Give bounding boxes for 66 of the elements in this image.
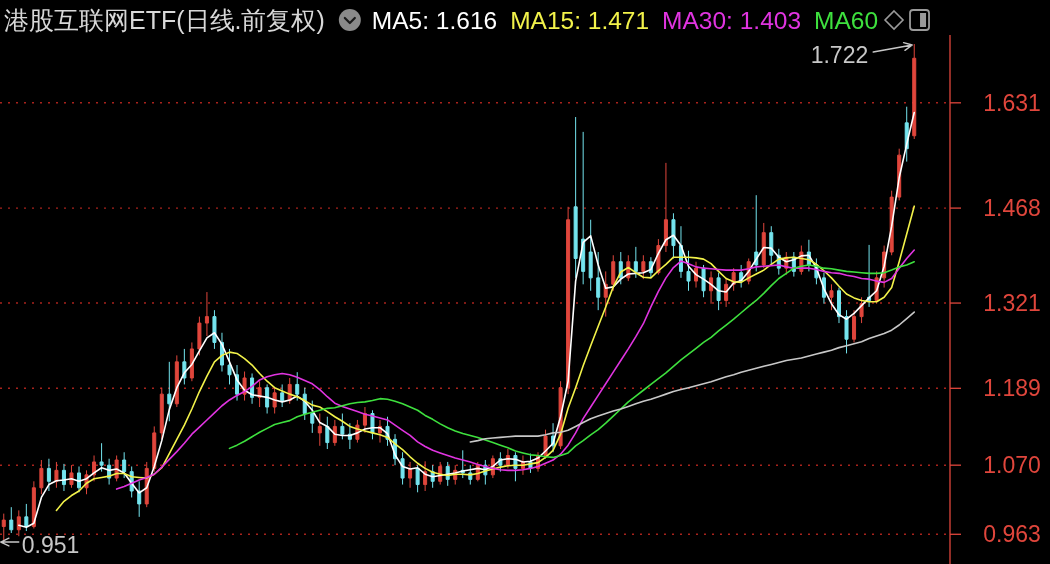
candlestick	[566, 206, 571, 395]
candlestick	[99, 442, 104, 473]
candlestick	[272, 387, 277, 414]
y-tick-label: 1.468	[983, 195, 1041, 222]
candlestick	[122, 451, 127, 479]
candlestick	[340, 413, 345, 440]
y-tick-label: 1.189	[983, 375, 1041, 402]
candlestick	[663, 162, 668, 253]
candlestick	[227, 348, 232, 385]
candlestick	[310, 400, 315, 434]
candlestick	[581, 131, 586, 285]
candlestick	[9, 506, 14, 534]
candlestick	[573, 116, 578, 279]
candlestick	[317, 413, 322, 447]
candlestick	[829, 283, 834, 311]
candlestick	[39, 459, 44, 495]
candlestick	[332, 419, 337, 447]
candlestick	[174, 354, 179, 408]
candlestick	[189, 341, 194, 382]
candlestick	[671, 212, 676, 259]
candlestick	[844, 309, 849, 354]
annotation: 0.951	[21, 532, 80, 559]
candlestick	[633, 246, 638, 279]
y-tick-label: 0.963	[983, 521, 1041, 548]
y-tick-label: 1.070	[983, 452, 1041, 479]
y-tick-label: 1.321	[983, 290, 1041, 317]
candlestick	[415, 464, 420, 493]
candlestick	[1, 513, 6, 543]
line-series	[18, 111, 916, 528]
candlestick	[596, 251, 601, 311]
chart-title: 港股互联网ETF(日线.前复权)	[4, 6, 325, 34]
candlestick	[280, 383, 285, 408]
candlestick	[543, 429, 548, 460]
candlestick	[212, 309, 217, 350]
candlestick	[265, 383, 270, 414]
candlestick	[295, 371, 300, 402]
candlestick	[31, 480, 36, 529]
y-tick-label: 1.631	[983, 89, 1041, 116]
candlestick	[588, 219, 593, 292]
legend: MA5: 1.616 MA15: 1.471 MA30: 1.403 MA60	[371, 7, 879, 34]
line-series	[115, 249, 916, 490]
candlestick	[867, 244, 872, 308]
candlestick	[836, 287, 841, 324]
candlestick	[716, 272, 721, 311]
candlestick	[641, 254, 646, 280]
line-series	[228, 260, 916, 459]
candlestick	[912, 43, 917, 140]
candlestick	[137, 480, 142, 518]
candlestick	[754, 194, 759, 272]
candlestick	[197, 316, 202, 356]
candlestick	[159, 387, 164, 440]
candlestick	[16, 509, 21, 537]
line-series	[469, 311, 916, 443]
line-series	[55, 205, 916, 512]
candlestick	[46, 458, 51, 492]
candlestick	[852, 309, 857, 343]
candlestick	[611, 254, 616, 292]
candlestick	[769, 225, 774, 266]
candlestick	[204, 291, 209, 337]
candlestick	[761, 222, 766, 269]
annotation: 1.722	[810, 42, 869, 69]
candlestick	[325, 416, 330, 450]
candlestick	[24, 503, 29, 532]
candlestick	[686, 250, 691, 292]
candlestick	[54, 461, 59, 489]
candlestick	[167, 361, 172, 422]
